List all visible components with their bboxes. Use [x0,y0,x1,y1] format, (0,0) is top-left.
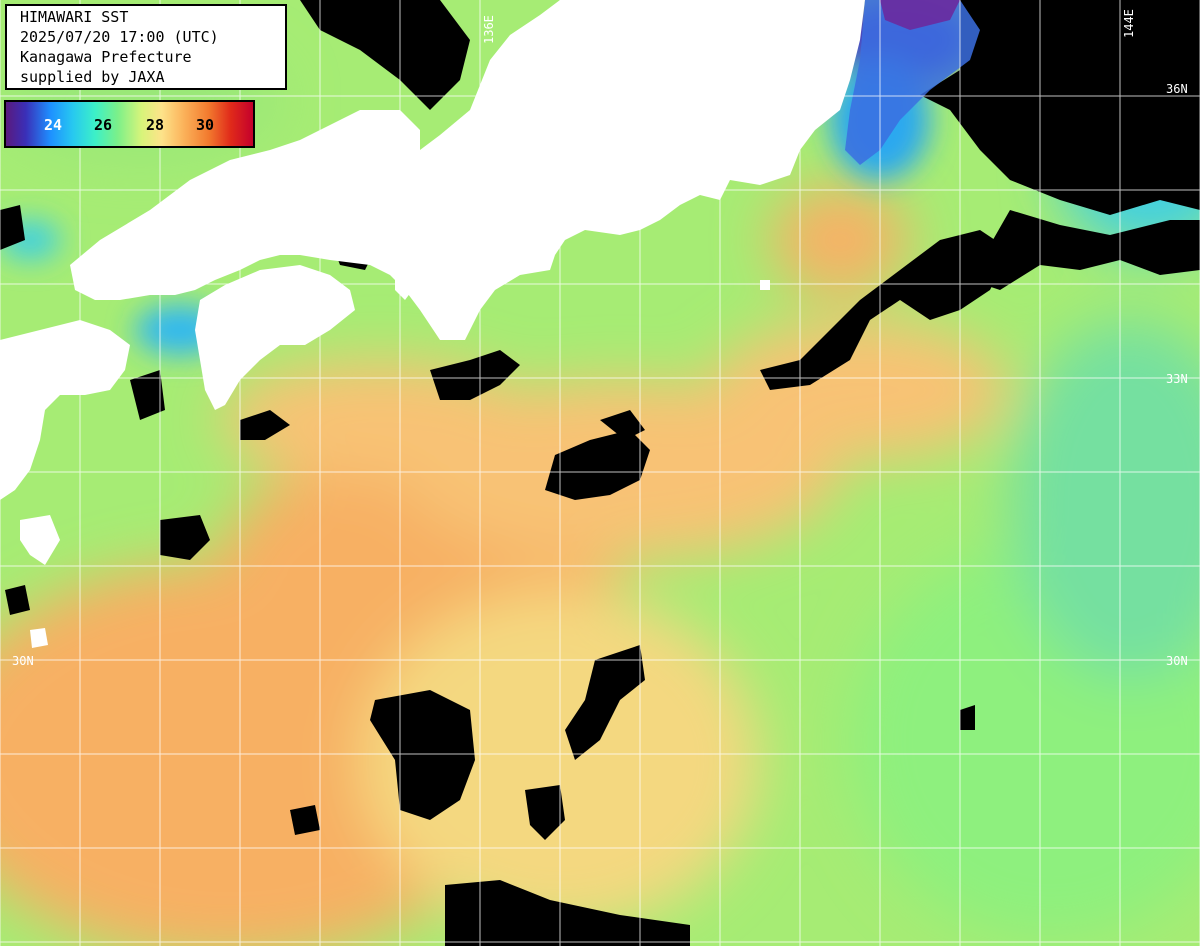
scale-tick-30: 30 [196,116,215,134]
kii-peninsula [395,230,430,300]
scale-tick-26: 26 [94,116,113,134]
timestamp-line: 2025/07/20 17:00 (UTC) [20,28,219,46]
honshu [70,0,865,340]
prefecture-line: Kanagawa Prefecture [20,48,192,66]
cold-current [845,0,980,165]
lat-label-36n: 36N [1166,82,1188,96]
lat-label-30n-left: 30N [12,654,34,668]
lat-label-30n-right: 30N [1166,654,1188,668]
source-line: supplied by JAXA [20,68,165,86]
lat-label-33n: 33N [1166,372,1188,386]
lon-label-144e: 144E [1122,9,1136,38]
shikoku [195,265,355,410]
land [0,0,865,648]
scale-tick-28: 28 [146,116,165,134]
lon-label-136e: 136E [482,15,496,44]
scale-tick-24: 24 [44,116,63,134]
kyushu [0,320,130,500]
title-box: HIMAWARI SST 2025/07/20 17:00 (UTC) Kana… [5,4,287,90]
title-line: HIMAWARI SST [20,8,129,26]
color-scale-legend: 24 26 28 30 [4,100,255,148]
